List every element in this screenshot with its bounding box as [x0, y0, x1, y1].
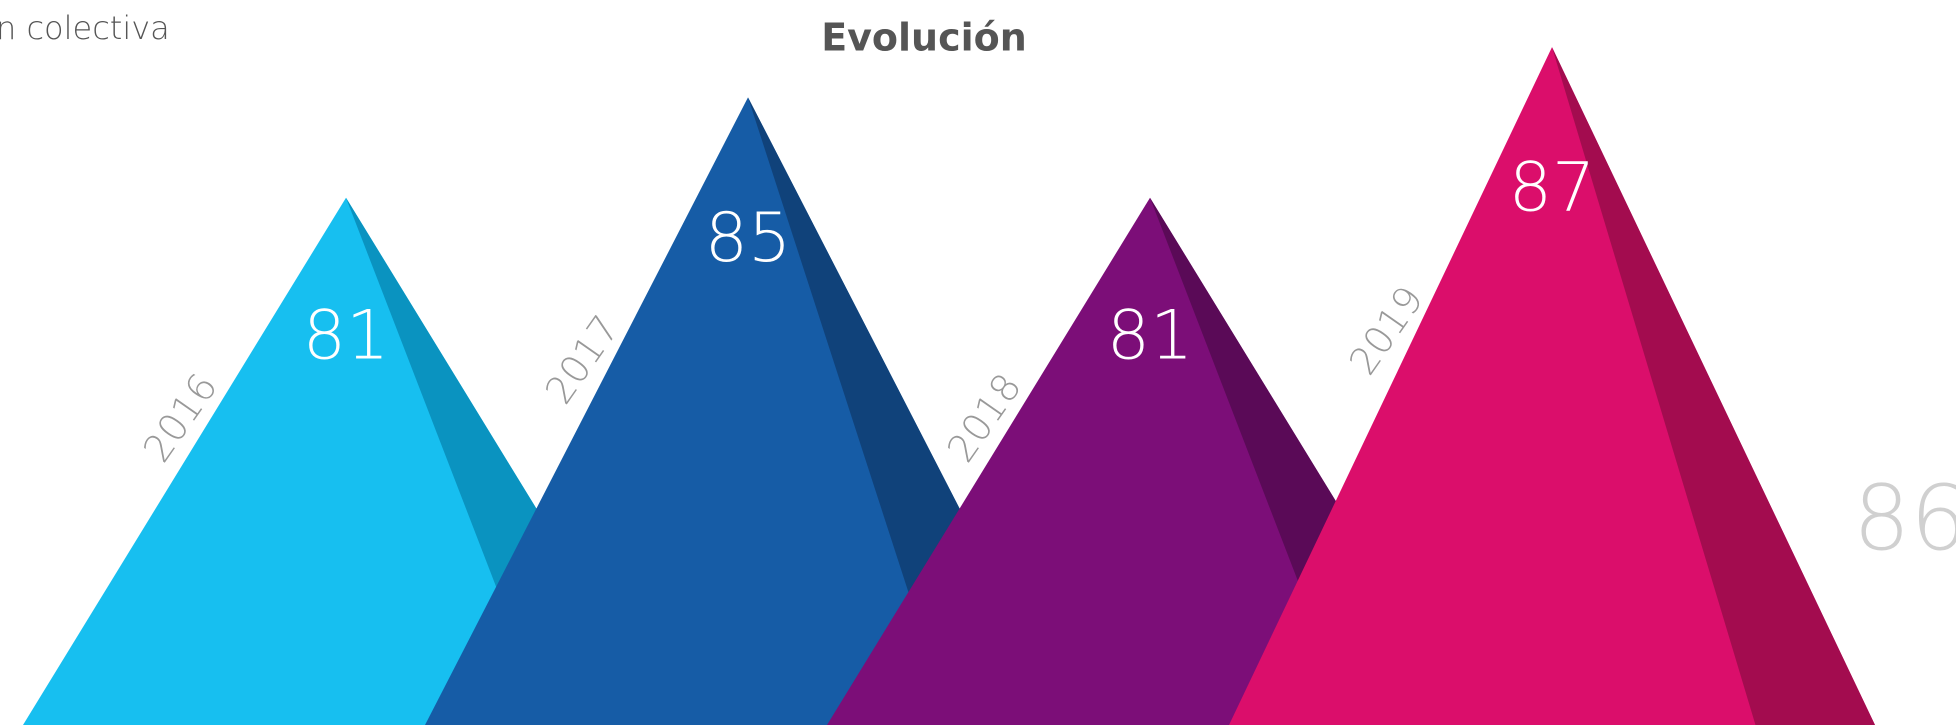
cut-number: 86 — [1853, 466, 1956, 571]
value-label: 81 — [303, 297, 390, 376]
cut-text: n colectiva — [0, 9, 170, 47]
chart-title: Evolución — [821, 16, 1027, 60]
value-label: 81 — [1107, 297, 1194, 376]
value-label: 85 — [705, 199, 792, 278]
value-label: 87 — [1509, 149, 1596, 228]
pyramid-shade — [1552, 47, 1875, 725]
